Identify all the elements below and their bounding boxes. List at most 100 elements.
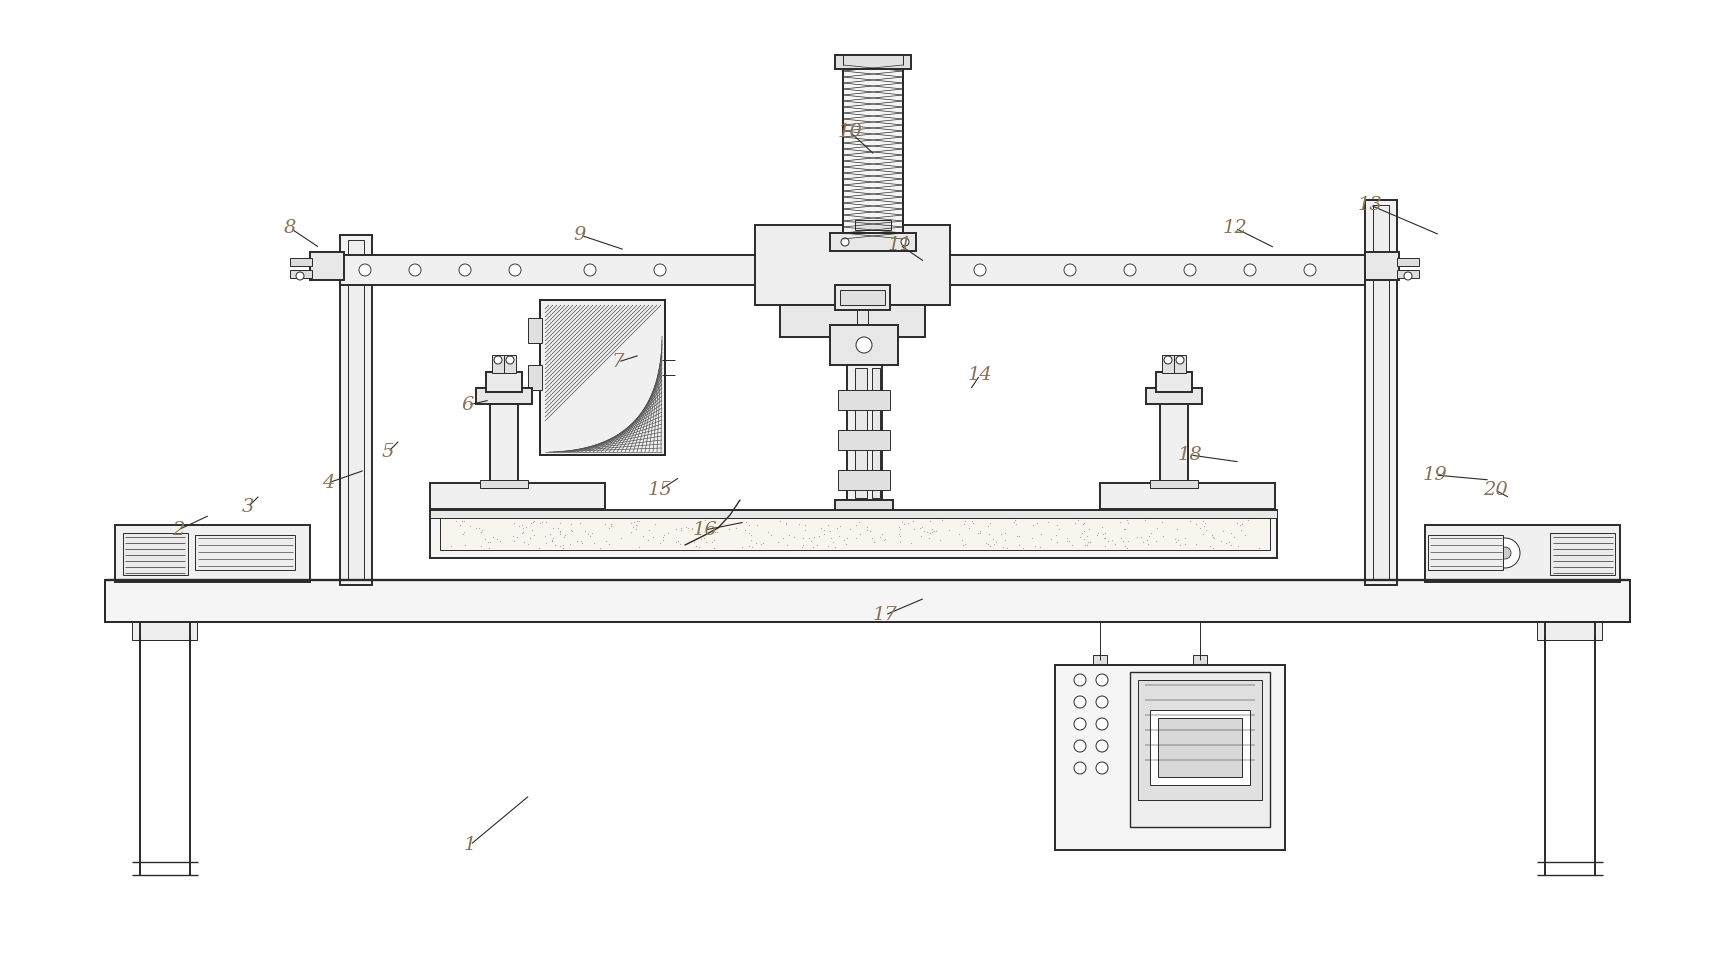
Bar	[847, 365, 881, 505]
Bar	[340, 255, 1365, 285]
Text: 2: 2	[172, 521, 184, 539]
Bar	[481, 480, 527, 488]
Text: 17: 17	[873, 606, 897, 624]
Circle shape	[973, 264, 985, 276]
Bar	[1138, 680, 1261, 800]
Circle shape	[1074, 696, 1086, 708]
Bar	[430, 510, 1277, 518]
Bar	[855, 368, 868, 498]
Bar	[1156, 372, 1192, 392]
Circle shape	[409, 264, 422, 276]
Bar	[1162, 355, 1175, 373]
Text: 3: 3	[241, 498, 255, 516]
Bar	[290, 270, 312, 278]
Bar	[1397, 270, 1419, 278]
Text: 19: 19	[1423, 466, 1447, 484]
Bar	[829, 325, 899, 365]
Text: 11: 11	[888, 236, 913, 254]
Bar	[106, 580, 1629, 622]
Bar	[540, 300, 665, 455]
Bar	[1372, 205, 1390, 580]
Text: 18: 18	[1178, 446, 1202, 464]
Text: 9: 9	[574, 226, 586, 244]
Bar	[527, 318, 541, 343]
Bar	[835, 55, 911, 69]
Circle shape	[1074, 762, 1086, 774]
Circle shape	[1097, 740, 1109, 752]
Circle shape	[1074, 718, 1086, 730]
Bar	[475, 388, 533, 404]
Bar	[873, 368, 880, 498]
Circle shape	[1176, 356, 1183, 364]
Circle shape	[1064, 264, 1076, 276]
Bar	[843, 65, 902, 233]
Circle shape	[508, 264, 520, 276]
Text: 15: 15	[647, 481, 673, 499]
Circle shape	[507, 356, 514, 364]
Circle shape	[1097, 762, 1109, 774]
Bar	[781, 305, 925, 337]
Bar	[1397, 258, 1419, 266]
Bar	[1150, 710, 1249, 785]
Text: 4: 4	[321, 474, 335, 492]
Bar	[311, 252, 344, 280]
Bar	[540, 300, 665, 455]
Bar	[123, 533, 187, 575]
Bar	[489, 400, 519, 485]
Circle shape	[855, 337, 873, 353]
Bar	[838, 470, 890, 490]
Bar	[290, 258, 312, 266]
Bar	[1150, 480, 1197, 488]
Bar	[1428, 535, 1503, 570]
Circle shape	[585, 264, 597, 276]
Circle shape	[1305, 264, 1317, 276]
Bar	[1549, 533, 1615, 575]
Bar	[1055, 665, 1286, 850]
Bar	[1147, 388, 1202, 404]
Circle shape	[654, 264, 666, 276]
Bar	[486, 372, 522, 392]
Circle shape	[359, 264, 371, 276]
Text: 7: 7	[612, 353, 625, 371]
Bar	[1161, 400, 1188, 485]
Bar	[1537, 622, 1601, 640]
Text: 8: 8	[285, 219, 297, 237]
Bar	[1093, 655, 1107, 665]
Text: 10: 10	[838, 123, 862, 141]
Bar	[1424, 525, 1620, 582]
Circle shape	[900, 238, 909, 246]
Circle shape	[1183, 264, 1195, 276]
Bar	[835, 285, 890, 310]
Circle shape	[297, 272, 304, 280]
Circle shape	[1490, 538, 1520, 568]
Circle shape	[224, 547, 236, 559]
Bar	[1129, 672, 1270, 827]
Circle shape	[215, 538, 245, 568]
Text: 5: 5	[382, 443, 394, 461]
Circle shape	[1499, 547, 1511, 559]
Circle shape	[1404, 272, 1412, 280]
Bar	[430, 510, 1277, 558]
Bar	[1194, 655, 1208, 665]
Text: 1: 1	[463, 836, 475, 854]
Circle shape	[841, 238, 848, 246]
Bar	[835, 500, 894, 522]
Bar	[1157, 718, 1242, 777]
Circle shape	[814, 264, 826, 276]
Circle shape	[1097, 674, 1109, 686]
Circle shape	[460, 264, 470, 276]
Text: 12: 12	[1223, 219, 1247, 237]
Bar	[840, 290, 885, 305]
Bar	[1100, 483, 1275, 511]
Text: 6: 6	[462, 396, 474, 414]
Bar	[194, 535, 295, 570]
Bar	[503, 355, 515, 373]
Bar	[1365, 252, 1398, 280]
Bar	[755, 225, 951, 305]
Text: 20: 20	[1483, 481, 1508, 499]
Bar	[132, 622, 198, 640]
Circle shape	[1074, 674, 1086, 686]
Bar	[430, 508, 606, 520]
Text: 14: 14	[968, 366, 992, 384]
Circle shape	[494, 356, 501, 364]
